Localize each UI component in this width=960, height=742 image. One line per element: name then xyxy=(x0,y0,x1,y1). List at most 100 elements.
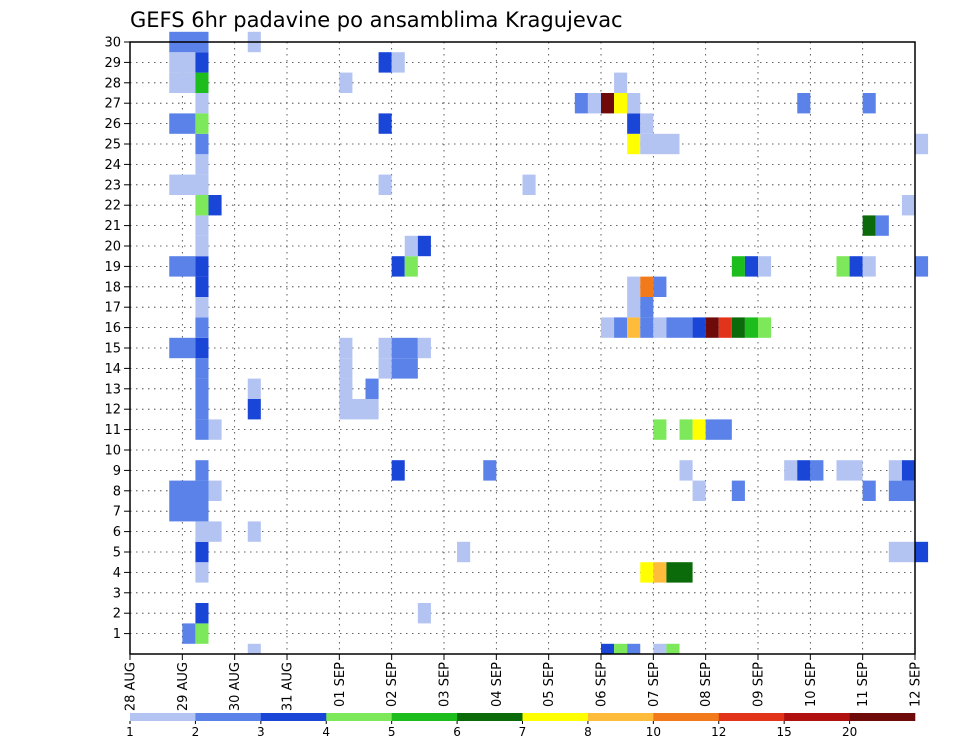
precip-cell xyxy=(679,419,693,440)
precip-cell xyxy=(195,276,209,297)
y-tick-label: 21 xyxy=(104,219,121,234)
precip-cell xyxy=(378,113,392,134)
y-tick-label: 15 xyxy=(104,342,121,357)
precip-cell xyxy=(391,256,405,277)
y-tick-label: 25 xyxy=(104,138,121,153)
x-tick-label: 04 SEP xyxy=(490,662,505,707)
precip-cell xyxy=(640,133,680,155)
precip-cell xyxy=(666,643,680,654)
precip-cell xyxy=(195,215,209,236)
precip-cell xyxy=(391,358,418,379)
precip-cell xyxy=(391,52,405,73)
precip-cell xyxy=(195,358,209,379)
precip-cell xyxy=(195,460,209,481)
precip-cell xyxy=(758,256,772,277)
precip-cell xyxy=(378,337,392,359)
precip-cell xyxy=(195,113,209,134)
x-tick-label: 31 AUG xyxy=(281,662,296,711)
x-axis-ticks: 28 AUG 29 AUG 30 AUG 31 AUG 01 SEP 02 SEP 03 S… xyxy=(124,654,924,711)
precip-cell xyxy=(640,297,654,318)
y-tick-label: 11 xyxy=(104,423,121,438)
y-tick-label: 1 xyxy=(113,627,121,642)
y-tick-label: 12 xyxy=(104,403,121,418)
precipitation-cells xyxy=(169,31,929,654)
x-tick-label: 11 SEP xyxy=(856,662,871,707)
x-tick-label: 08 SEP xyxy=(699,662,714,707)
colorbar-label: 12 xyxy=(711,725,726,739)
precip-cell xyxy=(862,215,876,236)
y-tick-label: 7 xyxy=(113,505,121,520)
y-tick-label: 29 xyxy=(104,56,121,71)
y-tick-label: 22 xyxy=(104,199,121,214)
y-tick-label: 16 xyxy=(104,321,121,336)
precip-cell xyxy=(522,174,536,195)
precip-cell xyxy=(640,276,654,297)
precip-cell xyxy=(614,72,628,93)
precip-cell xyxy=(195,378,209,399)
colorbar-label: 8 xyxy=(584,725,592,739)
precip-cell xyxy=(195,297,209,318)
precip-cell xyxy=(457,541,471,563)
precip-cell xyxy=(653,317,667,338)
precip-cell xyxy=(587,93,601,114)
precip-cell xyxy=(731,256,745,277)
precip-cell xyxy=(679,460,693,481)
y-tick-label: 2 xyxy=(113,607,121,622)
precip-cell xyxy=(391,460,405,481)
y-tick-label: 14 xyxy=(104,362,121,377)
precip-cell xyxy=(574,93,588,114)
precip-cell xyxy=(195,317,209,338)
colorbar-swatch xyxy=(130,713,196,721)
colorbar-swatch xyxy=(195,713,262,721)
precip-cell xyxy=(797,93,811,114)
precip-cell xyxy=(731,480,745,501)
precip-cell xyxy=(169,256,196,277)
x-tick-label: 07 SEP xyxy=(647,662,662,707)
precip-cell xyxy=(195,72,209,93)
precip-cell xyxy=(640,562,654,583)
precip-cell xyxy=(601,317,615,338)
precip-cell xyxy=(195,154,209,175)
precip-cell xyxy=(483,460,497,481)
precip-cell xyxy=(640,113,654,134)
precip-cell xyxy=(169,52,196,73)
precip-cell xyxy=(391,337,418,359)
colorbar-label: 5 xyxy=(388,725,396,739)
precip-cell xyxy=(195,521,222,542)
y-tick-label: 13 xyxy=(104,382,121,397)
y-tick-label: 5 xyxy=(113,546,121,561)
precip-cell xyxy=(208,195,222,216)
x-tick-label: 03 SEP xyxy=(438,662,453,707)
precip-cell xyxy=(653,643,667,654)
precip-cell xyxy=(614,317,628,338)
x-tick-label: 06 SEP xyxy=(595,662,610,707)
precip-cell xyxy=(378,52,392,73)
precip-cell xyxy=(758,317,772,338)
precip-cell xyxy=(862,93,876,114)
precip-cell xyxy=(797,460,811,481)
precip-cell xyxy=(378,174,392,195)
precip-cell xyxy=(195,235,209,257)
precip-cell xyxy=(705,419,732,440)
y-tick-label: 18 xyxy=(104,280,121,295)
colorbar-label: 7 xyxy=(519,725,527,739)
precip-cell xyxy=(849,256,863,277)
precip-cell xyxy=(627,113,641,134)
colorbar-label: 4 xyxy=(322,725,330,739)
precip-cell xyxy=(915,133,929,155)
y-tick-label: 8 xyxy=(113,484,121,499)
x-tick-label: 05 SEP xyxy=(542,662,557,707)
precip-cell xyxy=(614,93,628,114)
y-tick-label: 30 xyxy=(104,36,121,51)
y-tick-label: 26 xyxy=(104,117,121,132)
precip-cell xyxy=(339,399,379,420)
precip-cell xyxy=(744,256,758,277)
y-tick-label: 28 xyxy=(104,76,121,91)
precip-cell xyxy=(744,317,758,338)
colorbar-swatch xyxy=(391,713,458,721)
precip-cell xyxy=(692,317,706,338)
precip-cell xyxy=(169,113,196,134)
precip-cell xyxy=(365,378,379,399)
precip-cell xyxy=(339,72,353,93)
